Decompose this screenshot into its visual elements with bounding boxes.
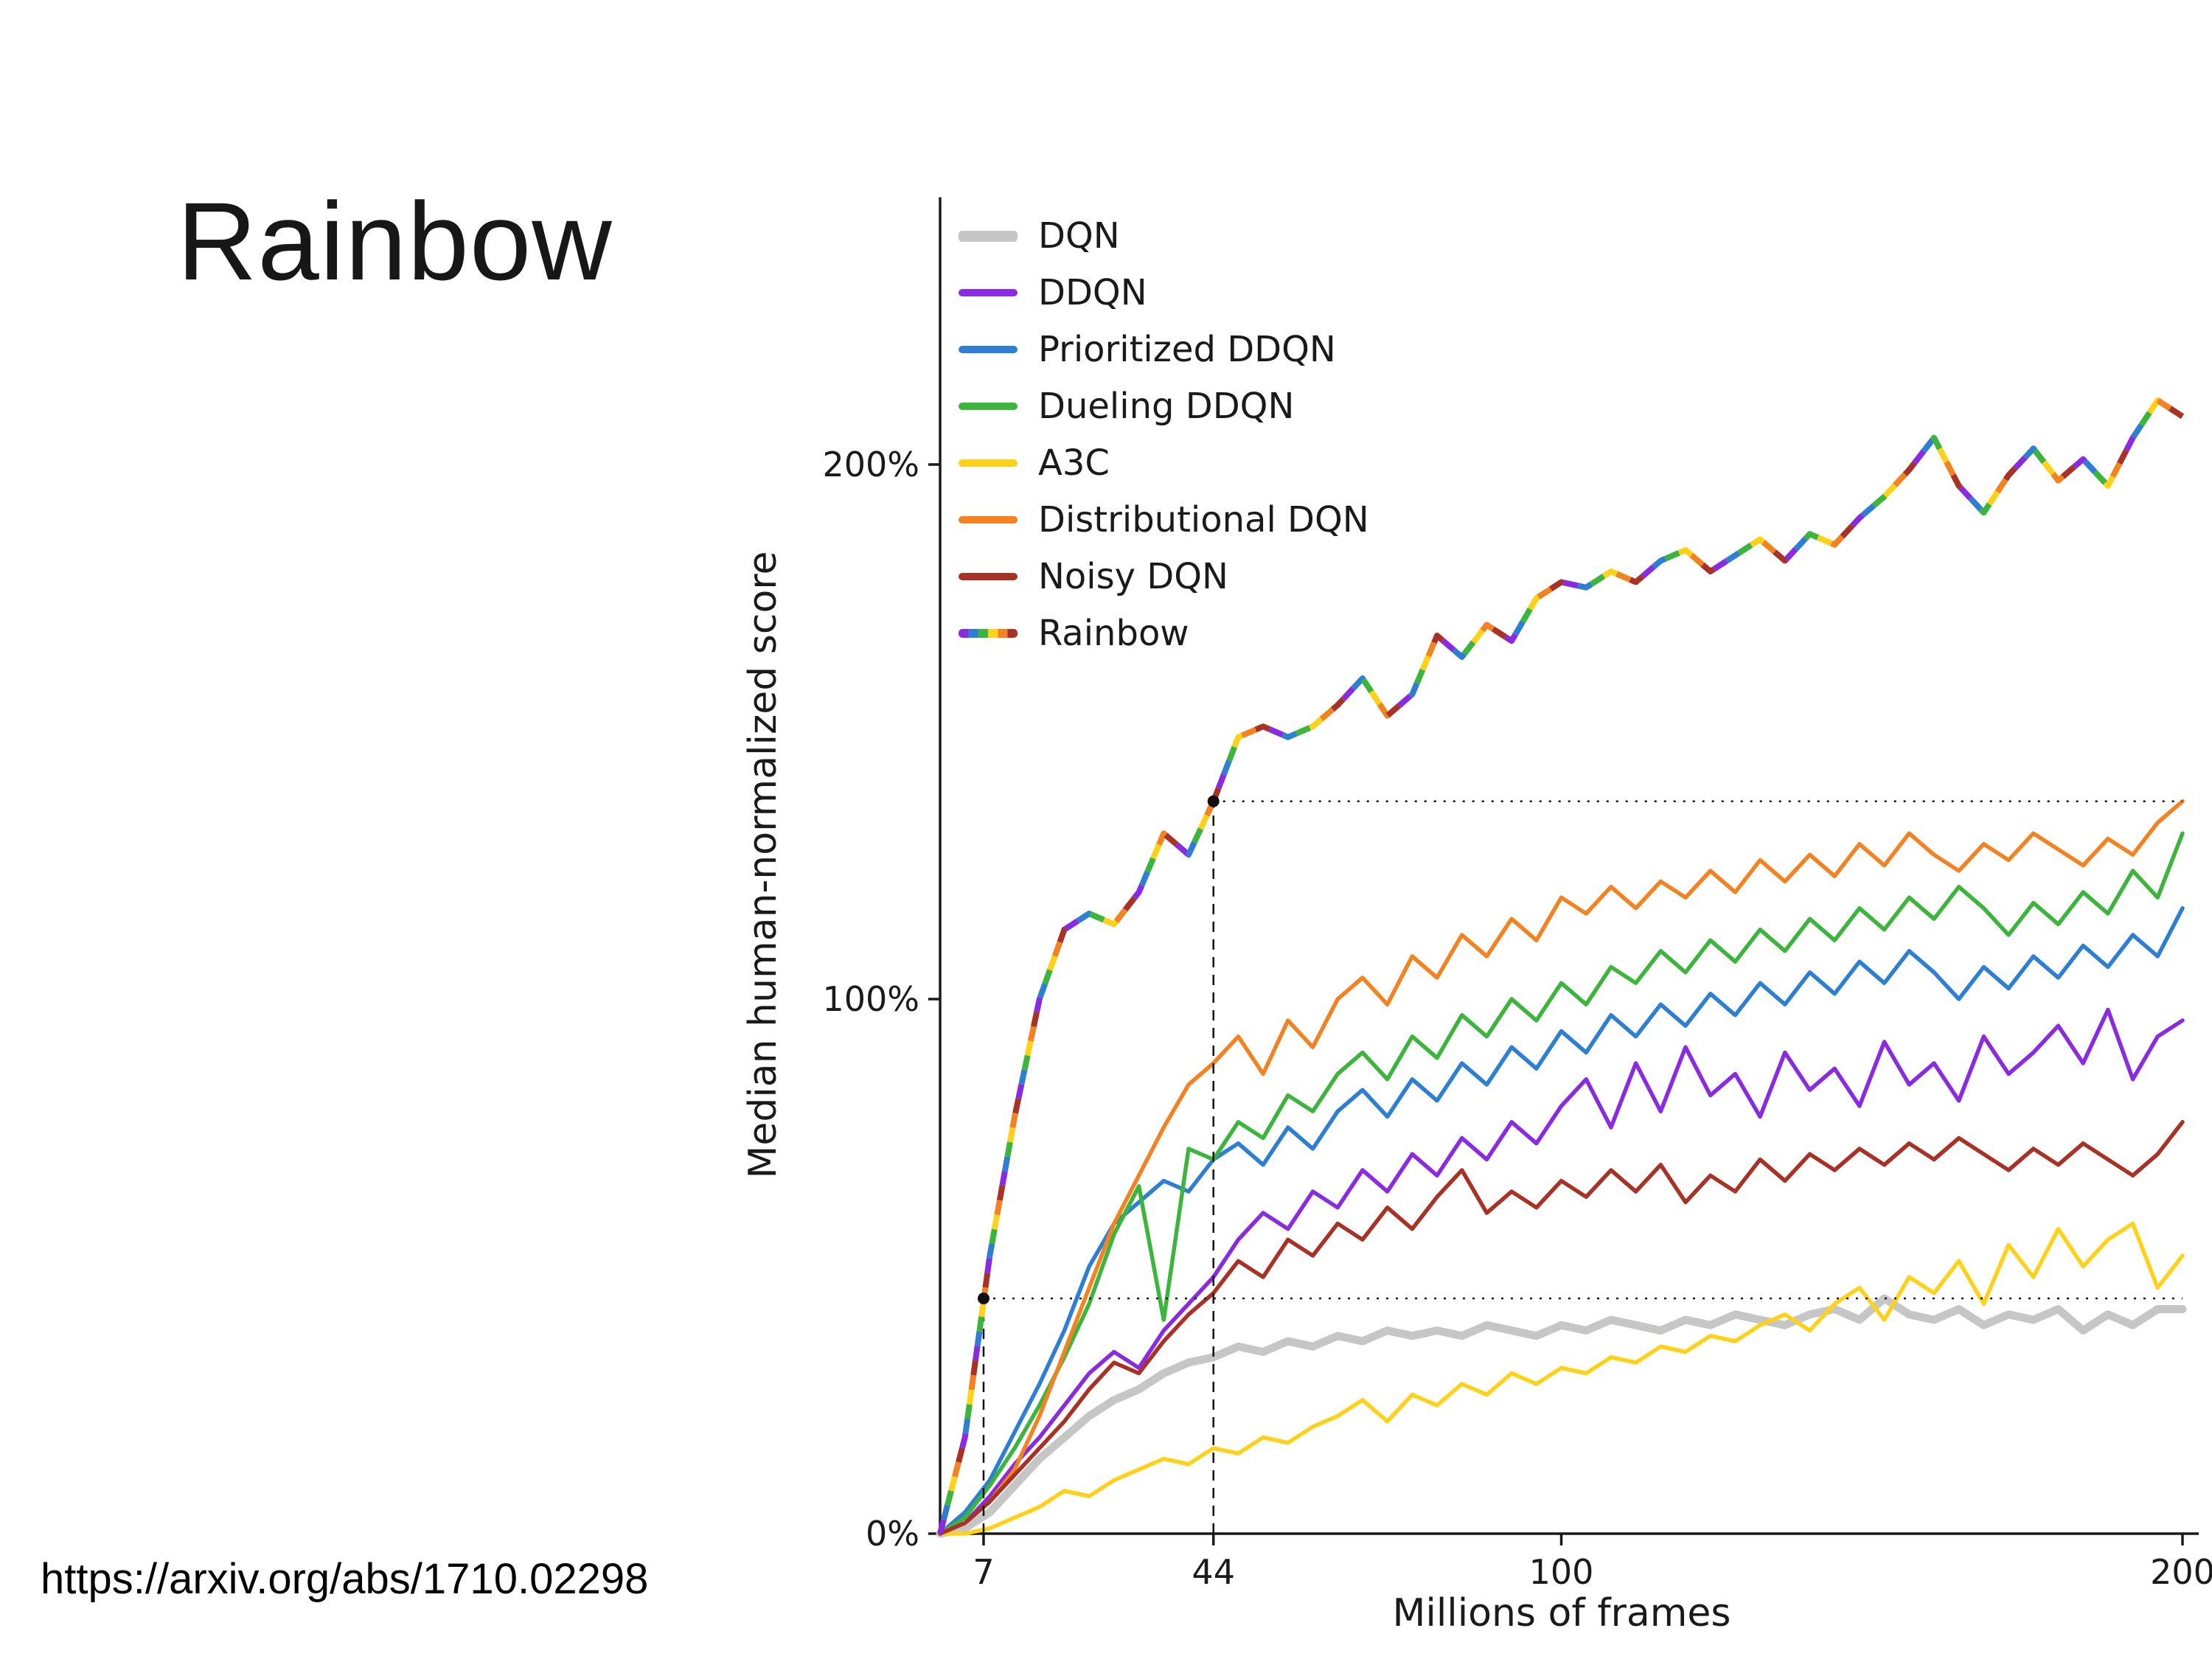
legend-label-distributional-dqn: Distributional DQN bbox=[1038, 499, 1369, 540]
legend-item-noisy-dqn: Noisy DQN bbox=[959, 556, 1369, 597]
legend-label-dueling-ddqn: Dueling DDQN bbox=[1038, 386, 1295, 427]
svg-text:200: 200 bbox=[2150, 1552, 2212, 1592]
legend-swatch-a3c-icon bbox=[959, 459, 1018, 467]
legend-item-rainbow: Rainbow bbox=[959, 613, 1369, 654]
legend-swatch-dqn-icon bbox=[959, 230, 1018, 242]
legend-item-dqn: DQN bbox=[959, 215, 1369, 257]
svg-text:100%: 100% bbox=[822, 979, 919, 1019]
legend-swatch-ddqn-icon bbox=[959, 289, 1018, 296]
legend-item-a3c: A3C bbox=[959, 442, 1369, 484]
legend-swatch-noisy-dqn-icon bbox=[959, 573, 1018, 580]
legend-label-noisy-dqn: Noisy DQN bbox=[1038, 556, 1228, 597]
y-axis-label: Median human-normalized score bbox=[741, 551, 785, 1179]
legend: DQN DDQN Prioritized DDQN Dueling DDQN A… bbox=[959, 215, 1369, 654]
chart-canvas: 0% 100% 200% 7 44 100 200 bbox=[822, 197, 2212, 1592]
legend-swatch-rainbow-icon bbox=[959, 629, 1018, 638]
source-link[interactable]: https://arxiv.org/abs/1710.02298 bbox=[41, 1555, 649, 1603]
legend-label-ddqn: DDQN bbox=[1038, 272, 1147, 313]
legend-item-distributional-dqn: Distributional DQN bbox=[959, 499, 1369, 540]
legend-item-prioritized-ddqn: Prioritized DDQN bbox=[959, 329, 1369, 370]
legend-label-dqn: DQN bbox=[1038, 215, 1120, 257]
svg-text:0%: 0% bbox=[866, 1514, 919, 1554]
legend-item-dueling-ddqn: Dueling DDQN bbox=[959, 386, 1369, 427]
legend-swatch-distributional-dqn-icon bbox=[959, 516, 1018, 524]
chart: 0% 100% 200% 7 44 100 200 bbox=[822, 184, 2212, 1592]
legend-label-rainbow: Rainbow bbox=[1038, 613, 1189, 654]
svg-text:100: 100 bbox=[1529, 1552, 1594, 1592]
legend-label-a3c: A3C bbox=[1038, 442, 1110, 484]
svg-text:44: 44 bbox=[1192, 1552, 1235, 1592]
svg-text:7: 7 bbox=[973, 1552, 994, 1592]
legend-swatch-prioritized-ddqn-icon bbox=[959, 346, 1018, 353]
legend-swatch-dueling-ddqn-icon bbox=[959, 403, 1018, 410]
legend-label-prioritized-ddqn: Prioritized DDQN bbox=[1038, 329, 1336, 370]
legend-item-ddqn: DDQN bbox=[959, 272, 1369, 313]
page-title: Rainbow bbox=[177, 178, 613, 303]
svg-text:200%: 200% bbox=[822, 445, 919, 484]
x-axis-label: Millions of frames bbox=[1392, 1591, 1731, 1635]
